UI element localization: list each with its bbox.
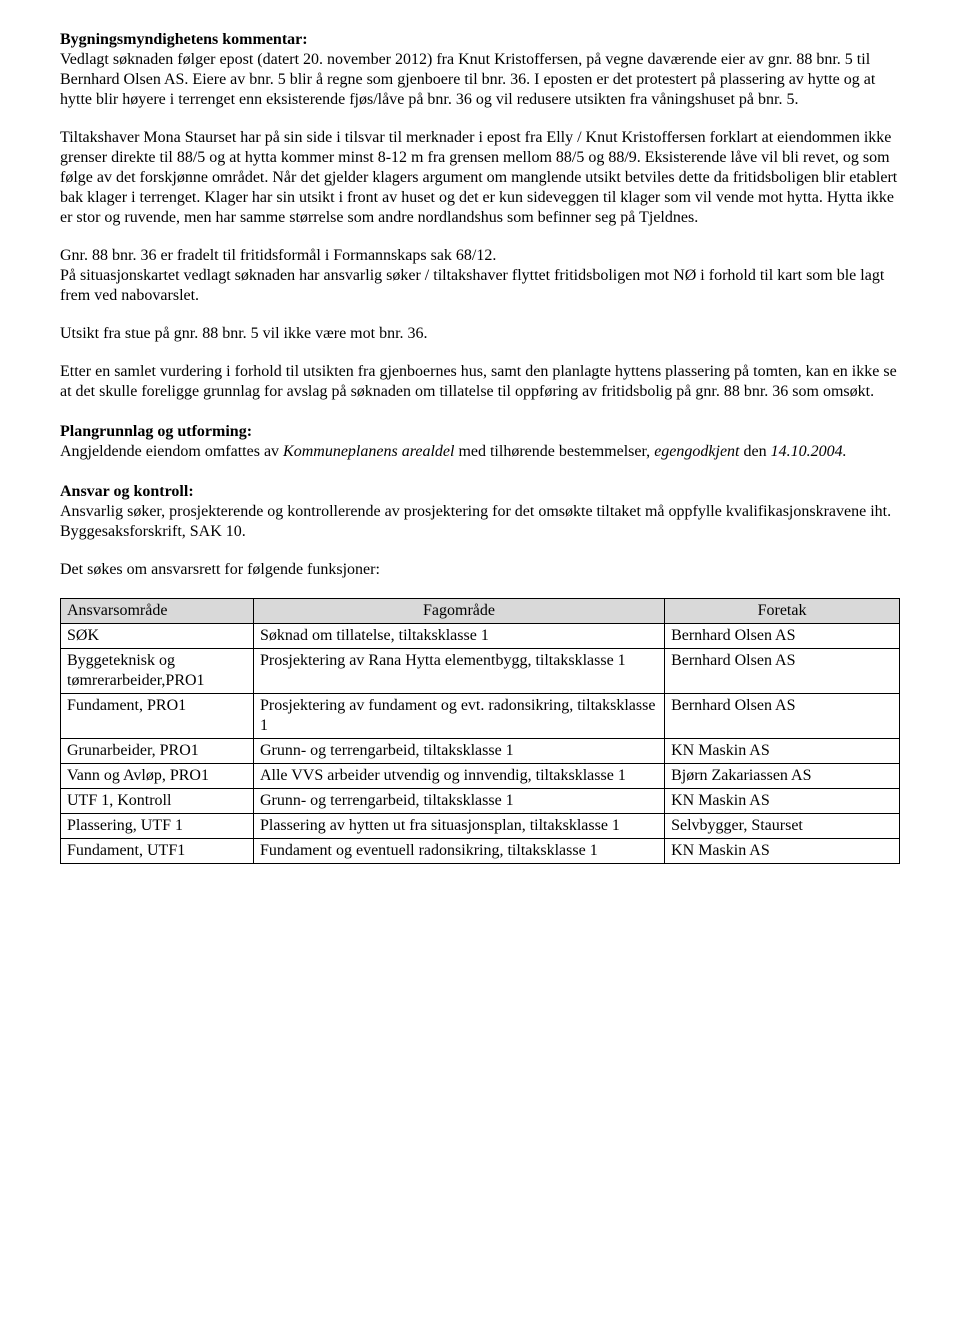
table-cell: Selvbygger, Staurset	[665, 814, 900, 839]
section-heading-plangrunnlag: Plangrunnlag og utforming:	[60, 422, 900, 442]
plan-text-italic2: egengodkjent	[654, 443, 739, 460]
plan-text-italic1: Kommuneplanens arealdel	[283, 443, 454, 460]
section-ansvar: Ansvar og kontroll: Ansvarlig søker, pro…	[60, 482, 900, 864]
table-header-foretak: Foretak	[665, 599, 900, 624]
table-cell: Grunarbeider, PRO1	[61, 739, 254, 764]
paragraph-gnr: Gnr. 88 bnr. 36 er fradelt til fritidsfo…	[60, 246, 900, 306]
plan-text-mid: med tilhørende bestemmelser,	[454, 443, 654, 460]
paragraph-intro: Vedlagt søknaden følger epost (datert 20…	[60, 50, 900, 110]
table-cell: Fundament, UTF1	[61, 839, 254, 864]
table-cell: Bernhard Olsen AS	[665, 624, 900, 649]
table-cell: Plassering av hytten ut fra situasjonspl…	[253, 814, 664, 839]
paragraph-utsikt: Utsikt fra stue på gnr. 88 bnr. 5 vil ik…	[60, 324, 900, 344]
table-row: Grunarbeider, PRO1 Grunn- og terrengarbe…	[61, 739, 900, 764]
table-cell: Alle VVS arbeider utvendig og innvendig,…	[253, 764, 664, 789]
table-cell: Plassering, UTF 1	[61, 814, 254, 839]
plan-text-italic3: 14.10.2004.	[771, 443, 847, 460]
table-cell: KN Maskin AS	[665, 839, 900, 864]
table-cell: UTF 1, Kontroll	[61, 789, 254, 814]
section-heading-kommentar: Bygningsmyndighetens kommentar:	[60, 30, 900, 50]
table-cell: Søknad om tillatelse, tiltaksklasse 1	[253, 624, 664, 649]
paragraph-tiltakshaver: Tiltakshaver Mona Staurset har på sin si…	[60, 128, 900, 228]
table-cell: Prosjektering av fundament og evt. radon…	[253, 694, 664, 739]
table-row: Vann og Avløp, PRO1 Alle VVS arbeider ut…	[61, 764, 900, 789]
table-cell: Fundament, PRO1	[61, 694, 254, 739]
paragraph-ansvar: Ansvarlig søker, prosjekterende og kontr…	[60, 502, 900, 542]
table-header-row: Ansvarsområde Fagområde Foretak	[61, 599, 900, 624]
table-cell: KN Maskin AS	[665, 789, 900, 814]
table-row: Fundament, UTF1 Fundament og eventuell r…	[61, 839, 900, 864]
table-row: SØK Søknad om tillatelse, tiltaksklasse …	[61, 624, 900, 649]
table-cell: Bjørn Zakariassen AS	[665, 764, 900, 789]
document-page: Bygningsmyndighetens kommentar: Vedlagt …	[0, 0, 960, 904]
table-header-fagomrade: Fagområde	[253, 599, 664, 624]
table-row: UTF 1, Kontroll Grunn- og terrengarbeid,…	[61, 789, 900, 814]
table-cell: Bernhard Olsen AS	[665, 694, 900, 739]
table-body: SØK Søknad om tillatelse, tiltaksklasse …	[61, 624, 900, 864]
section-plangrunnlag: Plangrunnlag og utforming: Angjeldende e…	[60, 422, 900, 462]
table-cell: SØK	[61, 624, 254, 649]
table-cell: Prosjektering av Rana Hytta elementbygg,…	[253, 649, 664, 694]
table-cell: Vann og Avløp, PRO1	[61, 764, 254, 789]
paragraph-vurdering: Etter en samlet vurdering i forhold til …	[60, 362, 900, 402]
table-cell: Fundament og eventuell radonsikring, til…	[253, 839, 664, 864]
table-cell: Bernhard Olsen AS	[665, 649, 900, 694]
paragraph-ansvar-lead: Det søkes om ansvarsrett for følgende fu…	[60, 560, 900, 580]
section-heading-ansvar: Ansvar og kontroll:	[60, 482, 900, 502]
table-row: Byggeteknisk og tømrerarbeider,PRO1 Pros…	[61, 649, 900, 694]
table-row: Fundament, PRO1 Prosjektering av fundame…	[61, 694, 900, 739]
table-cell: Grunn- og terrengarbeid, tiltaksklasse 1	[253, 739, 664, 764]
table-cell: Grunn- og terrengarbeid, tiltaksklasse 1	[253, 789, 664, 814]
ansvar-table: Ansvarsområde Fagområde Foretak SØK Søkn…	[60, 598, 900, 864]
plan-text-post: den	[739, 443, 770, 460]
table-row: Plassering, UTF 1 Plassering av hytten u…	[61, 814, 900, 839]
table-header-ansvarsomrade: Ansvarsområde	[61, 599, 254, 624]
table-cell: Byggeteknisk og tømrerarbeider,PRO1	[61, 649, 254, 694]
table-cell: KN Maskin AS	[665, 739, 900, 764]
paragraph-plan: Angjeldende eiendom omfattes av Kommunep…	[60, 442, 900, 462]
plan-text-pre: Angjeldende eiendom omfattes av	[60, 443, 283, 460]
